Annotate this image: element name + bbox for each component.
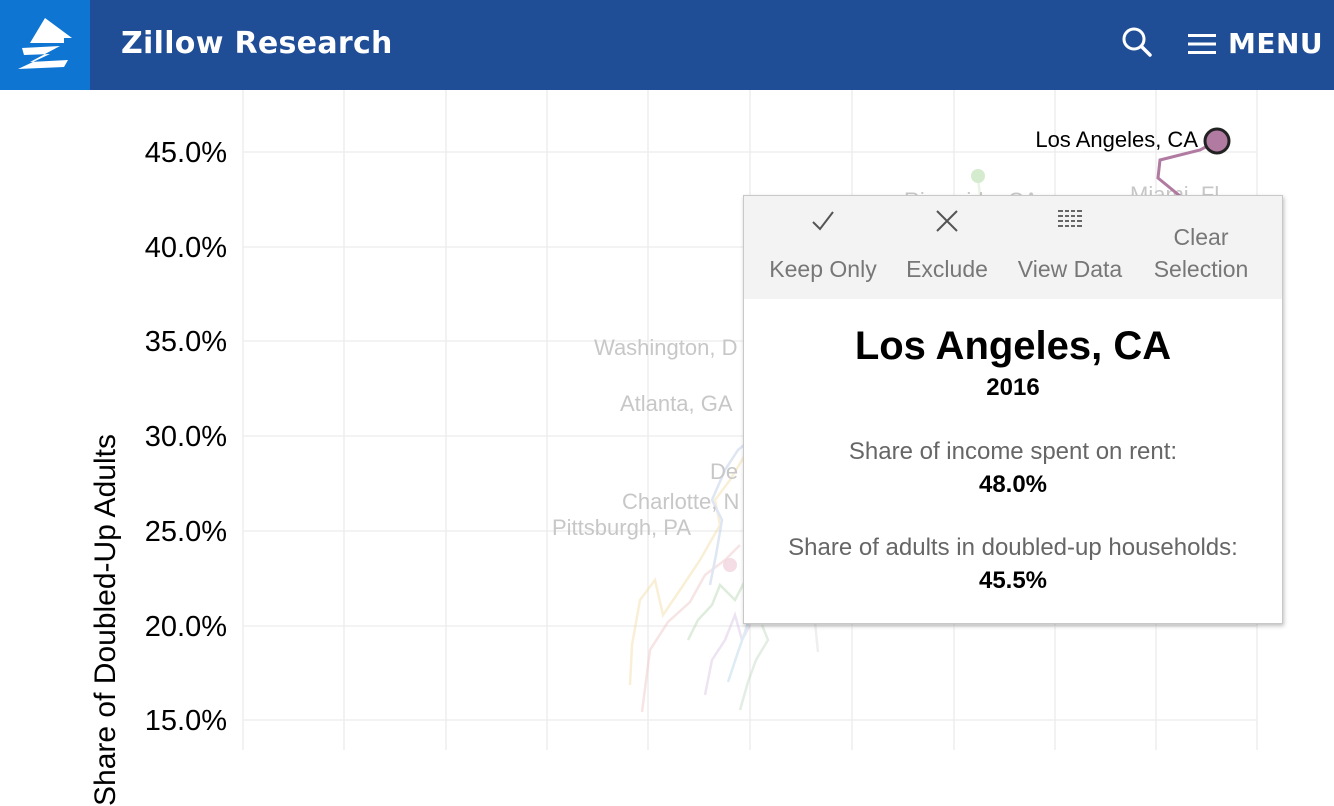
exclude-button[interactable]: Exclude [894, 196, 1000, 299]
check-icon [810, 208, 836, 240]
keep-only-button[interactable]: Keep Only [758, 196, 888, 299]
tooltip-title: Los Angeles, CA [854, 324, 1172, 368]
tooltip-action-bar: Keep Only Exclude View Data [744, 196, 1282, 299]
y-tick-label: 25.0% [145, 516, 227, 548]
doubled-up-label: Share of adults in doubled-up households… [788, 534, 1238, 561]
exclude-label: Exclude [906, 256, 988, 282]
menu-label: MENU [1228, 27, 1324, 60]
clear-selection-line2: Selection [1153, 256, 1249, 282]
city-label: Atlanta, GA [620, 391, 733, 416]
faded-point [723, 558, 737, 572]
city-label: Washington, D [594, 335, 737, 360]
tooltip-panel: Keep Only Exclude View Data [743, 195, 1283, 624]
doubled-up-value: 45.5% [978, 567, 1048, 594]
rent-share-value: 48.0% [978, 471, 1048, 498]
clear-selection-line1: Clear [1173, 224, 1229, 250]
clear-selection-button[interactable]: Clear Selection [1140, 196, 1262, 299]
search-icon [1122, 27, 1152, 57]
keep-only-label: Keep Only [769, 256, 877, 282]
brand-title[interactable]: Zillow Research [121, 26, 393, 61]
y-tick-label: 45.0% [145, 137, 227, 169]
city-label: De [710, 459, 738, 484]
city-label: Charlotte, N [622, 489, 739, 514]
menu-button[interactable]: MENU [1186, 22, 1324, 66]
y-tick-label: 35.0% [145, 326, 227, 358]
y-tick-label: 30.0% [145, 421, 227, 453]
close-icon [934, 208, 960, 240]
y-axis-title: Share of Doubled-Up Adults [89, 434, 122, 806]
rent-share-label: Share of income spent on rent: [848, 438, 1178, 465]
hamburger-icon [1188, 34, 1216, 54]
faded-series-lines [628, 177, 982, 713]
zillow-logo-icon[interactable] [0, 0, 90, 90]
search-button[interactable] [1118, 22, 1158, 62]
tooltip-year: 2016 [986, 374, 1040, 401]
highlighted-point[interactable] [1203, 127, 1231, 155]
view-data-label: View Data [1017, 256, 1123, 282]
y-tick-label: 20.0% [145, 611, 227, 643]
view-data-button[interactable]: View Data [1006, 196, 1134, 299]
y-axis-ticks: 45.0% 40.0% 35.0% 30.0% 25.0% 20.0% 15.0… [145, 137, 227, 737]
y-tick-label: 15.0% [145, 705, 227, 737]
table-icon [1057, 208, 1083, 238]
faded-point [971, 169, 985, 183]
clear-selection-label: Clear Selection [1140, 221, 1262, 285]
highlighted-point-label: Los Angeles, CA [1035, 127, 1198, 152]
city-label: Pittsburgh, PA [552, 515, 691, 540]
top-navigation-bar: Zillow Research MENU [0, 0, 1334, 90]
y-tick-label: 40.0% [145, 232, 227, 264]
